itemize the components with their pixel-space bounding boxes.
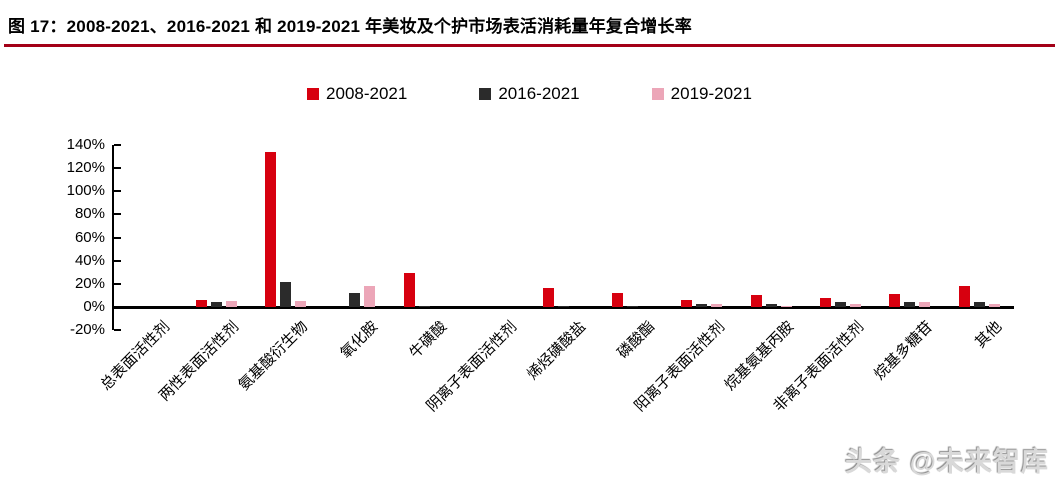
bar-2019-2021-烷基氨基丙胺 [780, 305, 792, 307]
y-axis-tick [114, 190, 121, 193]
bar-2008-2021-烷基氨基丙胺 [750, 295, 762, 307]
title-divider [4, 44, 1055, 47]
legend-item-2019-2021: 2019-2021 [651, 84, 752, 104]
bar-2008-2021-其他 [958, 286, 970, 307]
y-axis-label: 40% [74, 251, 105, 269]
y-axis-label: 100% [66, 182, 105, 200]
y-axis-label: 0% [83, 298, 105, 315]
bar-2019-2021-氧化胺 [364, 286, 376, 307]
y-axis-tick [114, 213, 121, 216]
y-axis-tick [114, 236, 121, 239]
bar-2008-2021-烯烃磺酸盐 [542, 288, 554, 307]
bar-2016-2021-磷酸酯 [626, 305, 638, 307]
y-axis-spine [112, 145, 114, 331]
legend-swatch-icon [479, 88, 492, 100]
figure-title: 图 17：2008-2021、2016-2021 和 2019-2021 年美妆… [8, 17, 692, 36]
bar-2019-2021-烷基多糖苷 [919, 302, 931, 307]
bar-2008-2021-两性表面活性剂 [195, 300, 207, 307]
bar-2016-2021-烯烃磺酸盐 [557, 305, 569, 307]
x-axis-label: 其他 [972, 318, 1006, 352]
x-axis-label: 磷酸酯 [614, 318, 659, 362]
y-axis-label: 120% [66, 159, 105, 177]
bar-2019-2021-非离子表面活性剂 [850, 303, 862, 307]
bar-2019-2021-氨基酸衍生物 [294, 301, 306, 307]
bar-2016-2021-烷基多糖苷 [904, 302, 916, 307]
y-axis-label: -20% [69, 321, 105, 339]
bar-2008-2021-阳离子表面活性剂 [681, 300, 693, 307]
bar-2016-2021-氨基酸衍生物 [279, 281, 291, 307]
bar-2016-2021-烷基氨基丙胺 [765, 303, 777, 307]
legend-label: 2019-2021 [670, 84, 752, 103]
bar-2008-2021-磷酸酯 [611, 293, 623, 307]
legend-swatch-icon [307, 88, 320, 100]
y-axis-tick [114, 144, 121, 146]
watermark-text: 头条 @未来智库 [845, 447, 1049, 477]
bar-2016-2021-其他 [973, 302, 985, 307]
bar-2008-2021-非离子表面活性剂 [820, 297, 832, 307]
legend-item-2016-2021: 2016-2021 [479, 84, 580, 104]
legend-label: 2008-2021 [326, 84, 408, 103]
y-axis-label: 140% [66, 136, 105, 153]
legend-item-2008-2021: 2008-2021 [307, 84, 407, 104]
y-axis-label: 20% [74, 274, 105, 292]
bar-2016-2021-两性表面活性剂 [210, 302, 222, 307]
bar-2008-2021-牛磺酸 [403, 273, 415, 307]
x-axis-line [112, 306, 1014, 309]
chart-legend: 2008-2021 2016-2021 2019-2021 [0, 84, 1059, 104]
bar-2016-2021-牛磺酸 [418, 305, 430, 307]
x-axis-label: 牛磺酸 [406, 318, 451, 362]
y-axis-tick [114, 167, 121, 170]
bar-2008-2021-氨基酸衍生物 [264, 151, 276, 307]
y-axis-label: 60% [74, 228, 105, 246]
bar-2019-2021-两性表面活性剂 [225, 301, 237, 307]
y-axis-tick [114, 282, 121, 285]
x-axis-label: 烷基多糖苷 [871, 318, 937, 384]
bar-2016-2021-氧化胺 [349, 293, 361, 307]
y-axis-label: 80% [74, 205, 105, 223]
y-axis-tick [114, 259, 121, 262]
bar-2019-2021-阳离子表面活性剂 [711, 303, 723, 307]
bar-2008-2021-烷基多糖苷 [889, 294, 901, 307]
bar-2016-2021-阳离子表面活性剂 [696, 303, 708, 307]
x-axis-label: 氨基酸衍生物 [235, 318, 312, 394]
bar-2019-2021-其他 [988, 303, 1000, 307]
y-axis-tick [114, 329, 121, 332]
legend-label: 2016-2021 [498, 84, 580, 103]
legend-swatch-icon [651, 88, 664, 100]
x-axis-label: 烯烃磺酸盐 [524, 318, 590, 384]
bar-2016-2021-非离子表面活性剂 [835, 302, 847, 307]
x-axis-label: 氧化胺 [337, 318, 382, 362]
